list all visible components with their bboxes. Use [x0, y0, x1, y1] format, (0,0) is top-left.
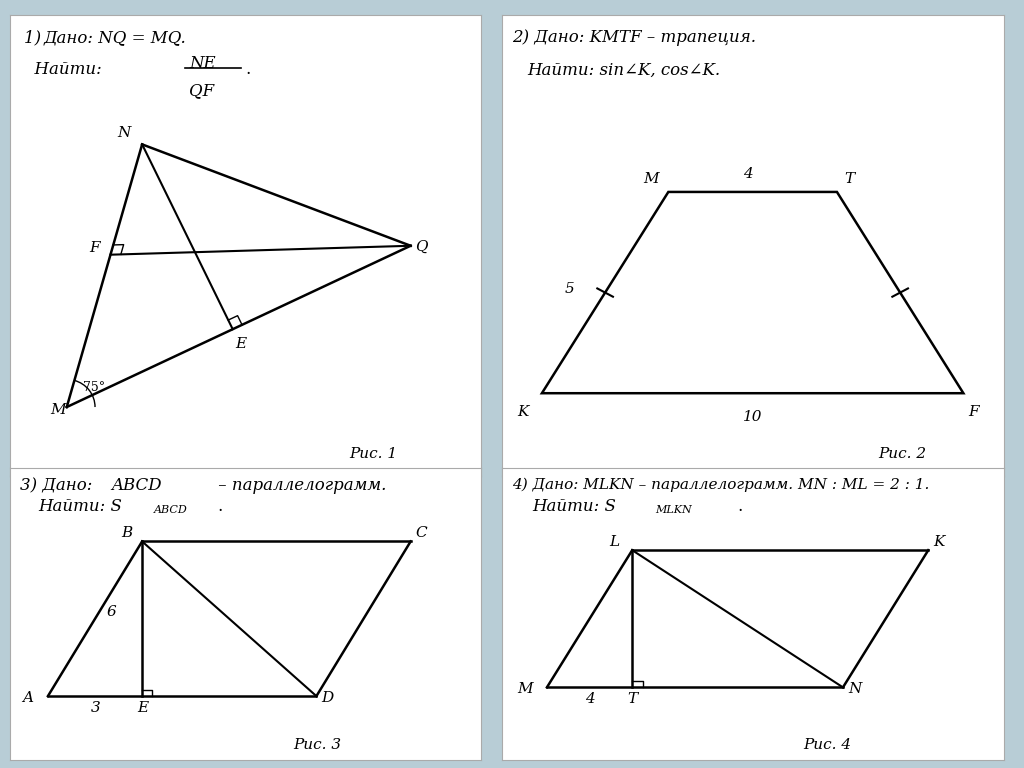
Text: T: T — [627, 693, 637, 707]
Text: 5: 5 — [565, 282, 574, 296]
Text: QF: QF — [189, 82, 214, 99]
Text: M: M — [643, 172, 658, 186]
Text: Рис. 2: Рис. 2 — [878, 447, 926, 461]
Text: 75°: 75° — [83, 381, 105, 394]
Text: D: D — [322, 691, 334, 705]
Text: 4: 4 — [585, 693, 594, 707]
Text: Найти: S: Найти: S — [531, 498, 615, 515]
Text: N: N — [117, 127, 130, 141]
Text: Найти: sin∠K, cos∠K.: Найти: sin∠K, cos∠K. — [526, 61, 720, 78]
Text: 1): 1) — [25, 29, 47, 46]
Text: A: A — [23, 691, 33, 705]
Text: NE: NE — [189, 55, 216, 71]
Text: 4) Дано: MLKN – параллелограмм. MN : ML = 2 : 1.: 4) Дано: MLKN – параллелограмм. MN : ML … — [512, 477, 929, 492]
Text: 3) Дано:: 3) Дано: — [19, 477, 97, 495]
Text: F: F — [969, 406, 979, 419]
Text: – параллелограмм.: – параллелограмм. — [213, 477, 386, 495]
Text: 6: 6 — [106, 605, 117, 619]
Text: L: L — [609, 535, 620, 549]
Text: Найти: S: Найти: S — [39, 498, 123, 515]
Text: M: M — [50, 403, 66, 417]
Text: 3: 3 — [90, 701, 100, 715]
Text: M: M — [517, 682, 532, 697]
Text: .: . — [737, 498, 742, 515]
Text: C: C — [416, 526, 427, 540]
Text: 4: 4 — [742, 167, 753, 181]
Text: 10: 10 — [742, 410, 762, 424]
Text: E: E — [236, 336, 246, 351]
Text: MLKN: MLKN — [654, 505, 691, 515]
Text: 2) Дано: KMTF – трапеция.: 2) Дано: KMTF – трапеция. — [512, 29, 756, 46]
Text: F: F — [89, 241, 100, 256]
Text: Найти:: Найти: — [25, 61, 108, 78]
Text: Рис. 4: Рис. 4 — [803, 737, 851, 752]
Text: N: N — [848, 682, 861, 697]
Text: K: K — [933, 535, 945, 549]
Text: Q: Q — [416, 240, 428, 253]
Text: ABCD: ABCD — [154, 505, 187, 515]
Text: .: . — [217, 498, 223, 515]
Text: Дано: NQ = MQ.: Дано: NQ = MQ. — [43, 29, 186, 46]
Text: B: B — [121, 526, 132, 540]
Text: E: E — [137, 701, 148, 715]
Text: T: T — [845, 172, 855, 186]
Text: ABCD: ABCD — [112, 477, 162, 495]
Text: K: K — [517, 406, 528, 419]
Text: Рис. 1: Рис. 1 — [349, 447, 397, 461]
Text: .: . — [246, 61, 251, 78]
Text: Рис. 3: Рис. 3 — [293, 737, 341, 752]
